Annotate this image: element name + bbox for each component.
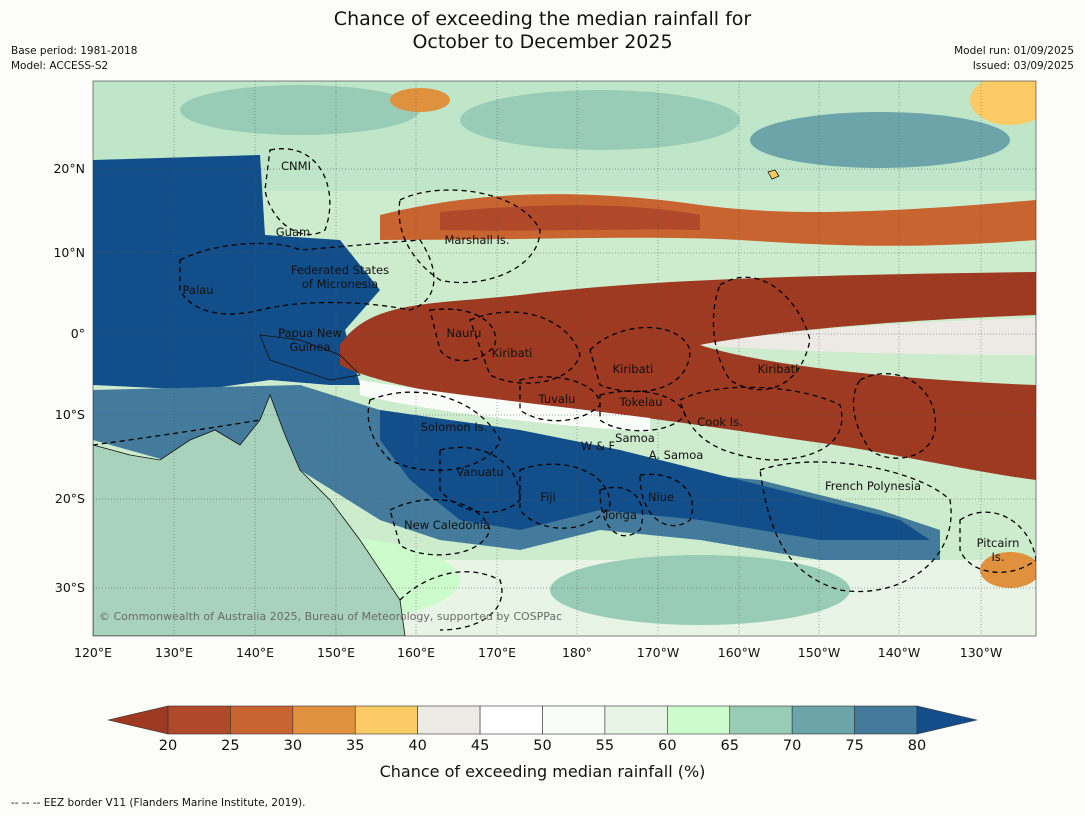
- longitude-label: 170°W: [636, 645, 680, 660]
- region-label: Kiribati: [491, 346, 533, 360]
- colorbar-extend-low: [107, 705, 169, 735]
- longitude-label: 160°E: [396, 645, 436, 660]
- region-label: Solomon Is.: [420, 420, 488, 434]
- colorbar-label: Chance of exceeding median rainfall (%): [379, 762, 706, 781]
- longitude-label: 130°W: [959, 645, 1003, 660]
- issued-date: Issued: 03/09/2025: [972, 60, 1074, 72]
- region-label: A. Samoa: [648, 448, 704, 462]
- region-label: Kiribati: [612, 362, 654, 376]
- title-line-1: Chance of exceeding the median rainfall …: [333, 8, 752, 30]
- latitude-label: 20°S: [54, 491, 85, 506]
- south-pacific-wet-region: [380, 410, 930, 540]
- region-label: Palau: [182, 283, 214, 297]
- latitude-label: 0°: [70, 326, 85, 341]
- region-label: Pitcairn Is.: [976, 536, 1020, 564]
- region-label: Tonga: [603, 508, 637, 522]
- new-guinea-coast: [259, 334, 361, 381]
- colorbar-swatch: [417, 705, 481, 735]
- region-label: CNMI: [281, 159, 311, 173]
- latitude-label: 20°N: [53, 161, 85, 176]
- colorbar-tick-label: 30: [283, 738, 303, 754]
- longitude-label: 140°E: [235, 645, 275, 660]
- hawaii-island: [767, 169, 780, 180]
- colorbar-swatch: [729, 705, 793, 735]
- colorbar-swatch: [167, 705, 231, 735]
- region-label: Papua New Guinea: [278, 326, 342, 354]
- region-label: Fiji: [540, 490, 556, 504]
- longitude-label: 130°E: [154, 645, 194, 660]
- region-label: Samoa: [615, 431, 655, 445]
- region-label: New Caledonia: [404, 518, 490, 532]
- model-run: Model run: 01/09/2025: [954, 45, 1074, 57]
- colorbar-swatch: [479, 705, 543, 735]
- map-title: Chance of exceeding the median rainfall …: [0, 8, 1085, 54]
- region-label: Vanuatu: [456, 465, 504, 479]
- meta-right: Model run: 01/09/2025 Issued: 03/09/2025: [954, 44, 1074, 74]
- gridlines: [93, 81, 1036, 636]
- region-label: Cook Is.: [697, 415, 743, 429]
- longitude-label: 170°E: [477, 645, 517, 660]
- west-pacific-wet-region: [93, 155, 380, 390]
- colorbar-tick-label: 60: [658, 738, 677, 754]
- colorbar-tick-label: 55: [595, 738, 615, 754]
- region-label: Guam: [275, 225, 311, 239]
- region-label: Nauru: [446, 326, 482, 340]
- colorbar-tick-label: 35: [346, 738, 365, 754]
- base-period: Base period: 1981-2018: [11, 45, 138, 57]
- colorbar-swatch: [292, 705, 356, 735]
- region-label: Tokelau: [619, 395, 663, 409]
- longitude-label: 160°W: [717, 645, 761, 660]
- colorbar-swatch: [542, 705, 606, 735]
- region-label: W & F: [580, 439, 616, 453]
- copyright-notice: © Commonwealth of Australia 2025, Bureau…: [99, 610, 563, 623]
- model-name: Model: ACCESS-S2: [11, 60, 109, 72]
- eez-legend-note: -- -- -- EEZ border V11 (Flanders Marine…: [11, 797, 306, 809]
- map-field: [93, 81, 1036, 636]
- longitude-label: 120°E: [73, 645, 113, 660]
- latitude-label: 10°N: [53, 245, 85, 260]
- colorbar-swatch: [791, 705, 855, 735]
- longitude-label: 150°E: [316, 645, 356, 660]
- colorbar-tick-label: 40: [408, 738, 427, 754]
- title-line-2: October to December 2025: [412, 31, 673, 53]
- meta-left: Base period: 1981-2018 Model: ACCESS-S2: [11, 44, 137, 74]
- equatorial-dry-region: [340, 272, 1036, 480]
- colorbar-tick-label: 45: [470, 738, 490, 754]
- region-label: Tuvalu: [538, 392, 576, 406]
- longitude-label: 180°: [561, 645, 593, 660]
- latitude-label: 10°S: [54, 407, 85, 422]
- colorbar-swatch: [230, 705, 294, 735]
- longitude-label: 140°W: [877, 645, 921, 660]
- longitude-label: 150°W: [797, 645, 841, 660]
- colorbar-swatch: [854, 705, 918, 735]
- colorbar-swatch: [667, 705, 731, 735]
- colorbar-extend-high: [916, 705, 978, 735]
- colorbar-swatch: [354, 705, 418, 735]
- region-label: Niue: [647, 490, 675, 504]
- region-label: Federated States of Micronesia: [290, 263, 390, 291]
- region-label: Marshall Is.: [444, 233, 510, 247]
- colorbar-tick-label: 65: [720, 738, 739, 754]
- australia-land: [93, 393, 406, 636]
- region-label: French Polynesia: [824, 479, 922, 493]
- latitude-label: 30°S: [54, 580, 85, 595]
- eez-borders: [93, 148, 1036, 631]
- colorbar-tick-label: 70: [782, 738, 802, 754]
- colorbar-swatch: [604, 705, 668, 735]
- colorbar-tick-label: 50: [533, 738, 552, 754]
- colorbar-tick-label: 20: [158, 738, 178, 754]
- colorbar: [107, 705, 978, 735]
- colorbar-tick-label: 25: [221, 738, 240, 754]
- colorbar-tick-label: 80: [907, 738, 927, 754]
- colorbar-tick-label: 75: [845, 738, 864, 754]
- region-label: Kiribati: [757, 362, 799, 376]
